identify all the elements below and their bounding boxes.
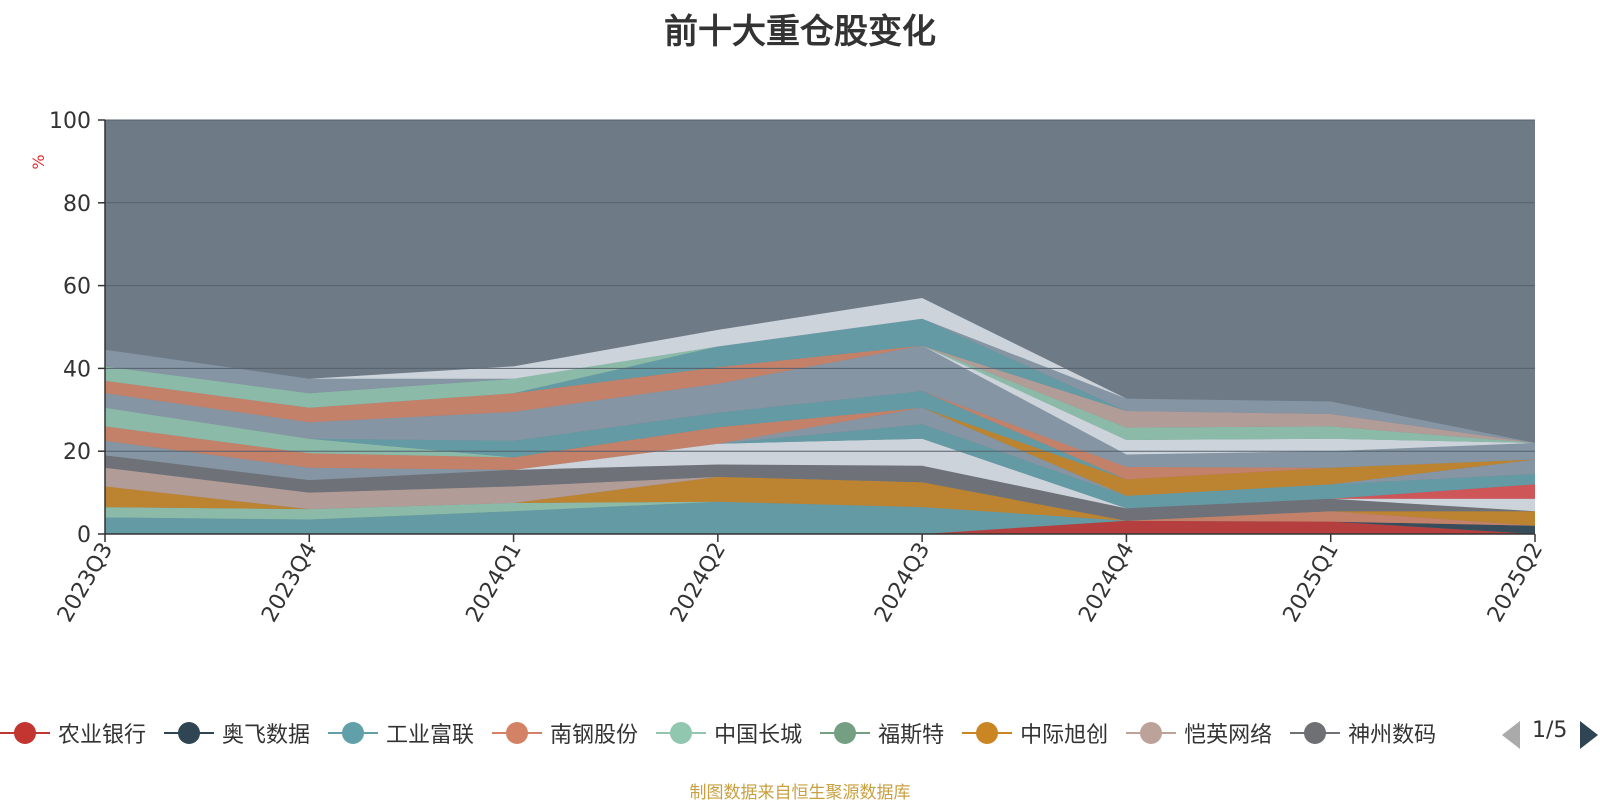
y-axis-ticks: 0 20 40 60 80 100 bbox=[49, 109, 105, 548]
legend-prev-page-icon[interactable] bbox=[1502, 721, 1520, 749]
legend-item[interactable]: 南钢股份 bbox=[492, 715, 638, 751]
legend-pager: 1/5 bbox=[1500, 716, 1600, 750]
area-series-4 bbox=[105, 501, 1535, 526]
area-series-19 bbox=[105, 345, 1535, 455]
area-series-13 bbox=[105, 407, 1535, 496]
y-axis-label: % bbox=[29, 154, 48, 169]
legend-item[interactable]: 福斯特 bbox=[820, 715, 944, 751]
x-tick-label: 2024Q3 bbox=[870, 539, 935, 627]
legend-item[interactable]: 奥飞数据 bbox=[164, 715, 310, 751]
area-series-16 bbox=[105, 391, 1535, 480]
area-series-3 bbox=[105, 501, 1535, 526]
area-series-8 bbox=[105, 455, 1535, 521]
legend-page-indicator: 1/5 bbox=[1532, 718, 1568, 743]
legend-label: 神州数码 bbox=[1348, 723, 1437, 748]
area-series-18 bbox=[105, 345, 1535, 468]
legend-next-page-icon[interactable] bbox=[1580, 721, 1598, 749]
legend-marker-icon bbox=[820, 720, 871, 746]
area-series-23 bbox=[105, 318, 1535, 443]
footer-source-note: 制图数据来自恒生聚源数据库 bbox=[689, 783, 911, 803]
legend-marker-icon bbox=[0, 720, 50, 746]
y-tick-label: 0 bbox=[77, 523, 91, 548]
x-axis-ticks: 2023Q3 2023Q4 2024Q1 2024Q2 2024Q3 2024Q4 2025… bbox=[53, 534, 1548, 627]
area-series-0 bbox=[105, 520, 1535, 534]
legend-item[interactable]: 农业银行 bbox=[0, 715, 146, 751]
legend-item[interactable]: 工业富联 bbox=[328, 715, 474, 751]
y-tick-label: 80 bbox=[63, 192, 91, 217]
area-series-7 bbox=[105, 467, 1535, 521]
legend-label: 中国长城 bbox=[714, 723, 803, 748]
area-series-22 bbox=[105, 345, 1535, 443]
legend-marker-icon bbox=[328, 720, 379, 746]
grid-lines bbox=[105, 119, 1535, 452]
legend: 农业银行 奥飞数据 工业富联 南钢股份 中国长城 福斯特 中际旭创 恺英网络 神州数码 bbox=[0, 715, 1485, 751]
x-tick-label: 2024Q1 bbox=[461, 539, 526, 627]
area-series-20 bbox=[105, 345, 1535, 443]
x-tick-label: 2025Q1 bbox=[1279, 539, 1344, 627]
legend-item[interactable]: 神州数码 bbox=[1290, 715, 1436, 751]
stacked-areas bbox=[105, 298, 1535, 534]
legend-marker-icon bbox=[1126, 720, 1177, 746]
area-series-2 bbox=[105, 501, 1535, 534]
axes bbox=[104, 120, 1535, 535]
y-tick-label: 60 bbox=[63, 275, 91, 300]
y-tick-label: 40 bbox=[63, 357, 91, 382]
legend-marker-icon bbox=[962, 720, 1013, 746]
legend-label: 福斯特 bbox=[878, 723, 945, 748]
legend-label: 奥飞数据 bbox=[222, 723, 311, 748]
legend-marker-icon bbox=[164, 720, 215, 746]
legend-label: 南钢股份 bbox=[550, 723, 639, 748]
x-tick-label: 2025Q2 bbox=[1483, 539, 1548, 627]
x-tick-label: 2023Q3 bbox=[53, 539, 118, 627]
area-series-26 bbox=[105, 298, 1535, 443]
chart-title: 前十大重仓股变化 bbox=[664, 12, 936, 52]
legend-marker-icon bbox=[1290, 720, 1341, 746]
y-tick-label: 100 bbox=[49, 109, 91, 134]
legend-label: 恺英网络 bbox=[1184, 723, 1273, 748]
area-series-11 bbox=[105, 424, 1535, 509]
x-tick-label: 2024Q4 bbox=[1074, 539, 1139, 627]
legend-label: 工业富联 bbox=[386, 723, 475, 748]
x-tick-label: 2024Q2 bbox=[666, 539, 731, 627]
legend-marker-icon bbox=[492, 720, 543, 746]
legend-marker-icon bbox=[656, 720, 707, 746]
legend-label: 中际旭创 bbox=[1020, 723, 1109, 748]
area-series-25 bbox=[105, 318, 1535, 443]
legend-label: 农业银行 bbox=[58, 723, 147, 748]
legend-item[interactable]: 中际旭创 bbox=[962, 715, 1108, 751]
y-tick-label: 20 bbox=[63, 440, 91, 465]
x-tick-label: 2023Q4 bbox=[257, 539, 322, 627]
legend-item[interactable]: 恺英网络 bbox=[1126, 715, 1272, 751]
area-series-9 bbox=[105, 438, 1535, 512]
area-series-6 bbox=[105, 476, 1535, 526]
legend-item[interactable]: 中国长城 bbox=[656, 715, 802, 751]
